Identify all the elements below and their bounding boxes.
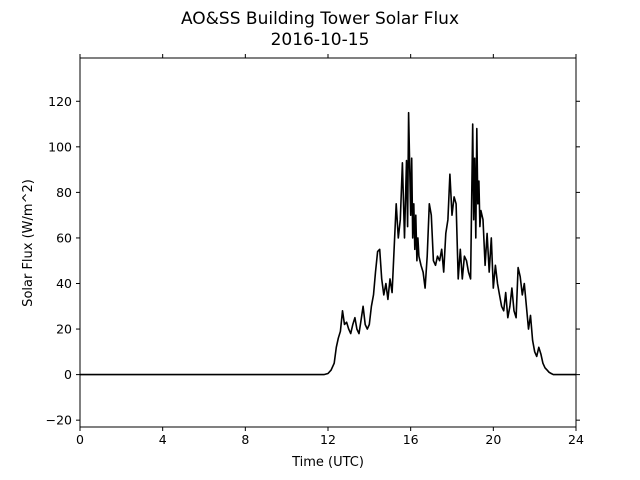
chart-title: AO&SS Building Tower Solar Flux [181, 9, 459, 29]
y-tick-label: 100 [48, 139, 72, 154]
x-tick-label: 4 [159, 432, 167, 447]
x-tick-label: 0 [76, 432, 84, 447]
chart-subtitle: 2016-10-15 [271, 30, 370, 50]
solar-flux-series-line [80, 111, 576, 376]
y-tick-label: −20 [46, 413, 72, 428]
x-tick-label: 20 [485, 432, 501, 447]
y-tick-label: 20 [56, 322, 72, 337]
y-tick-label: 0 [64, 367, 72, 382]
x-axis-label: Time (UTC) [291, 455, 364, 470]
y-tick-label: 80 [56, 185, 72, 200]
x-tick-label: 24 [568, 432, 584, 447]
y-tick-label: 120 [48, 94, 72, 109]
x-tick-label: 8 [241, 432, 249, 447]
y-axis-label: Solar Flux (W/m^2) [21, 179, 36, 307]
axis-ticks: 0 4 8 12 16 20 24 −20 0 20 40 60 80 100 120 [46, 54, 584, 447]
x-tick-label: 16 [403, 432, 419, 447]
x-tick-label: 12 [320, 432, 336, 447]
y-tick-label: 40 [56, 276, 72, 291]
y-tick-label: 60 [56, 230, 72, 245]
plot-frame [79, 57, 577, 428]
